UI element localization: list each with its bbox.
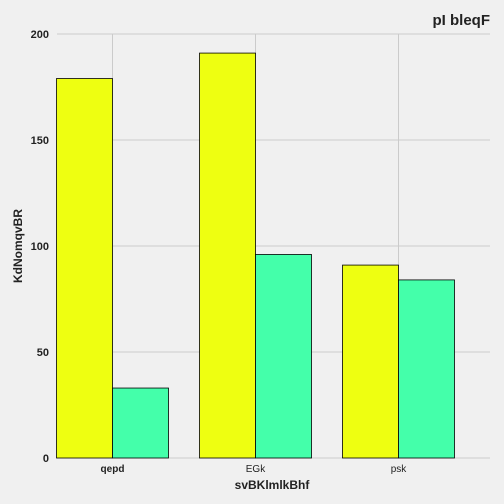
x-tick-label: psk: [391, 464, 408, 475]
y-tick-label: 150: [31, 135, 49, 147]
x-tick-label: EGk: [246, 464, 266, 475]
bar-psk-series-1: [342, 264, 399, 459]
x-axis-label: svBKlmlkBhf: [235, 478, 311, 492]
x-tick-label: qepd: [101, 464, 125, 475]
x-tick-labels: qepd EGk psk: [101, 464, 408, 475]
chart-title: pI bleqF: [433, 12, 491, 29]
bars: [56, 52, 455, 459]
y-tick-label: 200: [31, 29, 49, 41]
bar-EGk-series-1: [199, 52, 256, 459]
bar-EGk-series-2: [255, 254, 312, 459]
y-tick-label: 50: [37, 347, 49, 359]
bar-psk-series-2: [398, 279, 455, 459]
y-tick-label: 0: [43, 453, 49, 465]
bar-qepd-series-2: [112, 387, 169, 459]
y-tick-label: 100: [31, 241, 49, 253]
y-tick-labels: 0 50 100 150 200: [31, 29, 49, 465]
bar-qepd-series-1: [56, 78, 113, 459]
y-axis-label: KdNomqvBR: [11, 209, 25, 283]
